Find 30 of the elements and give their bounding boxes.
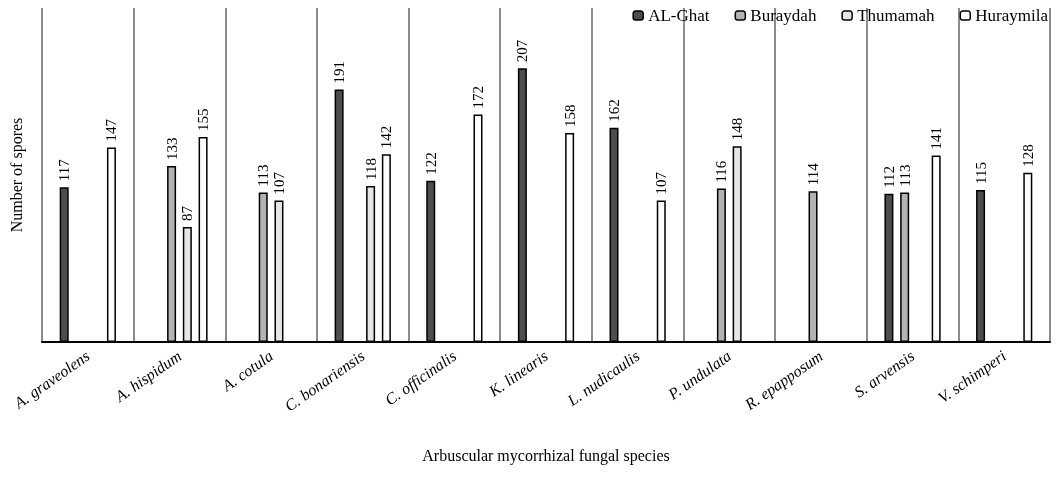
data-label: 87 (179, 205, 196, 221)
data-label: 147 (103, 118, 120, 142)
data-label: 141 (928, 127, 945, 150)
legend-label: AL-Ghat (648, 6, 710, 25)
data-label: 172 (469, 86, 486, 109)
data-label: 128 (1019, 144, 1036, 167)
data-label: 107 (270, 171, 287, 195)
data-label: 122 (422, 152, 439, 175)
data-label: 115 (972, 161, 989, 184)
data-label: 191 (331, 60, 348, 84)
data-label: 142 (378, 125, 395, 149)
data-label: 133 (163, 137, 180, 161)
data-label: 155 (195, 108, 212, 131)
data-label: 207 (514, 39, 531, 63)
data-label: 113 (255, 164, 272, 187)
data-label: 117 (56, 158, 73, 182)
legend-label: Buraydah (750, 6, 817, 25)
data-label: 112 (880, 165, 897, 188)
data-label: 113 (896, 164, 913, 187)
y-axis-title: Number of spores (7, 117, 26, 233)
legend-label: Thumamah (857, 6, 936, 25)
legend-label: Huraymila (975, 6, 1049, 25)
data-label: 118 (362, 157, 379, 180)
x-axis-title: Arbuscular mycorrhizal fungal species (422, 446, 670, 465)
data-label: 114 (805, 162, 822, 186)
data-label: 107 (653, 171, 670, 195)
data-label: 148 (729, 117, 746, 141)
data-label: 158 (561, 104, 578, 128)
data-label: 162 (606, 99, 623, 122)
data-label: 116 (713, 160, 730, 183)
